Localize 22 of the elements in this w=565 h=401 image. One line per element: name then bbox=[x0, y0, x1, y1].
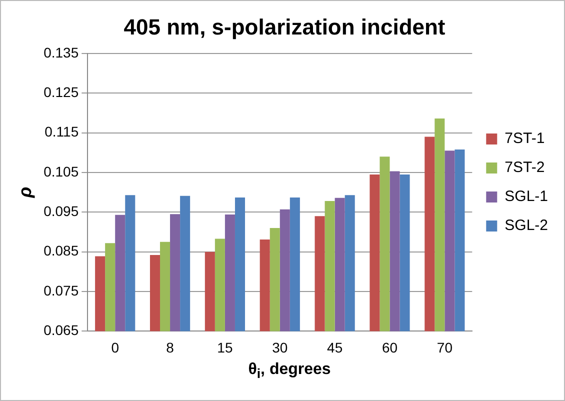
y-tick-label: 0.115 bbox=[44, 124, 79, 140]
x-tick-label: 8 bbox=[166, 339, 174, 356]
y-tick-label: 0.065 bbox=[44, 322, 79, 338]
y-tick-label: 0.095 bbox=[44, 203, 79, 219]
y-axis-title: ρ bbox=[14, 186, 35, 199]
x-tick-label: 60 bbox=[382, 339, 398, 356]
x-tick-label: 70 bbox=[436, 339, 453, 356]
y-tick-label: 0.125 bbox=[44, 84, 79, 100]
y-tick-label: 0.075 bbox=[44, 282, 79, 298]
legend-label: 7ST-2 bbox=[504, 159, 545, 176]
chart-title: 405 nm, s-polarization incident bbox=[124, 14, 446, 40]
x-tick-label: 45 bbox=[327, 339, 343, 356]
legend-label: 7ST-1 bbox=[504, 130, 545, 148]
y-tick-label: 0.135 bbox=[44, 44, 79, 60]
x-tick-label: 0 bbox=[111, 339, 120, 356]
legend-label: SGL-2 bbox=[504, 217, 548, 234]
legend-label: SGL-1 bbox=[504, 188, 548, 206]
x-tick-label: 15 bbox=[217, 339, 233, 356]
x-axis-title: θ$_{i}$, degrees bbox=[247, 361, 332, 382]
y-tick-label: 0.085 bbox=[44, 242, 79, 259]
y-tick-label: 0.105 bbox=[44, 163, 79, 180]
x-tick-label: 30 bbox=[272, 339, 288, 356]
